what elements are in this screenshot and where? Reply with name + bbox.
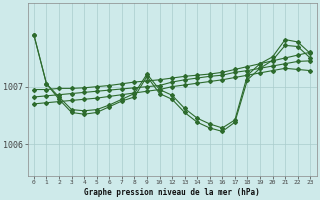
X-axis label: Graphe pression niveau de la mer (hPa): Graphe pression niveau de la mer (hPa): [84, 188, 260, 197]
